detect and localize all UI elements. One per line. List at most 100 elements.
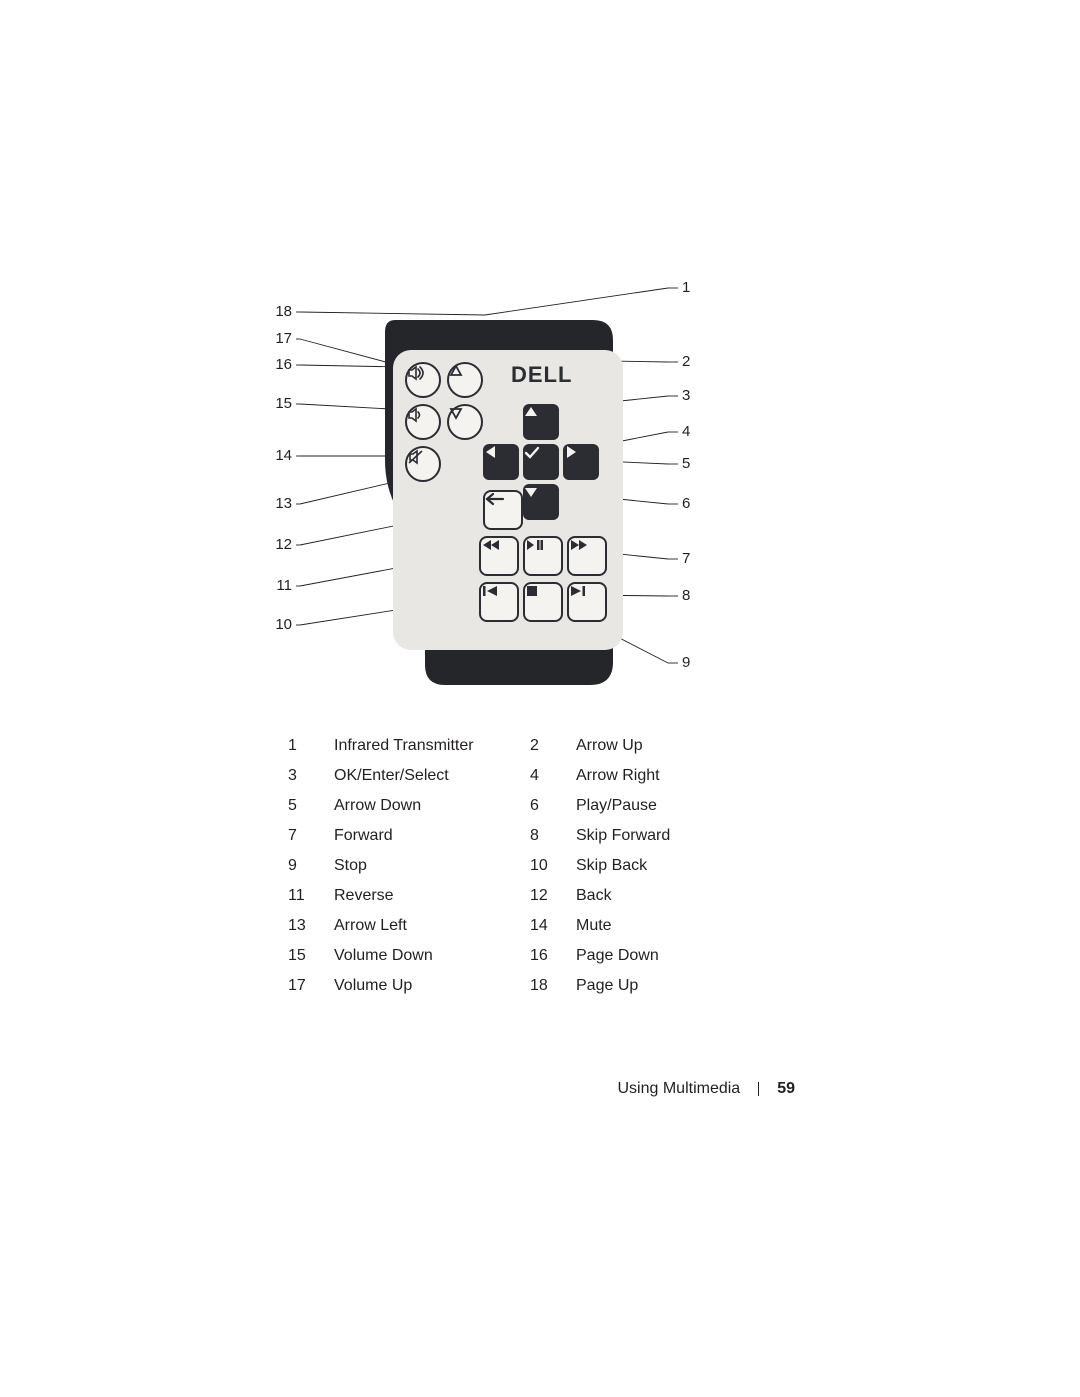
callout-number: 13 <box>262 495 292 512</box>
skip-back-button <box>479 582 519 622</box>
legend-label: Mute <box>576 918 772 934</box>
back-arrow-icon <box>485 492 505 506</box>
skip-back-icon <box>481 584 499 598</box>
legend-number: 9 <box>288 858 334 874</box>
arrow-up-icon <box>523 404 539 420</box>
legend-label: OK/Enter/Select <box>334 768 530 784</box>
legend-number: 11 <box>288 888 334 904</box>
legend-number: 7 <box>288 828 334 844</box>
volume-down-icon <box>407 406 425 424</box>
legend-number: 12 <box>530 888 576 904</box>
legend-label: Arrow Right <box>576 768 772 784</box>
footer-section-title: Using Multimedia <box>617 1080 740 1098</box>
stop-icon <box>525 584 539 598</box>
legend-number: 1 <box>288 738 334 754</box>
arrow-right-button <box>563 444 599 480</box>
callout-number: 16 <box>262 356 292 373</box>
arrow-down-icon <box>523 484 539 500</box>
legend-label: Arrow Down <box>334 798 530 814</box>
legend-row: 13Arrow Left14Mute <box>288 918 772 934</box>
callout-number: 10 <box>262 616 292 633</box>
callout-number: 9 <box>682 654 712 671</box>
legend-number: 16 <box>530 948 576 964</box>
legend-label: Skip Back <box>576 858 772 874</box>
legend-number: 13 <box>288 918 334 934</box>
manual-page: 181716151413121110123456789 DELL <box>0 0 1080 1397</box>
legend-label: Infrared Transmitter <box>334 738 530 754</box>
callout-number: 5 <box>682 455 712 472</box>
legend-label: Skip Forward <box>576 828 772 844</box>
page-up-button <box>447 362 483 398</box>
mute-button <box>405 446 441 482</box>
play-pause-button <box>523 536 563 576</box>
legend-number: 8 <box>530 828 576 844</box>
legend-number: 14 <box>530 918 576 934</box>
callout-number: 3 <box>682 387 712 404</box>
legend-number: 18 <box>530 978 576 994</box>
legend-number: 10 <box>530 858 576 874</box>
callout-number: 11 <box>262 577 292 594</box>
stop-button <box>523 582 563 622</box>
remote-face: DELL <box>393 350 623 650</box>
callout-number: 1 <box>682 279 712 296</box>
callout-number: 17 <box>262 330 292 347</box>
legend-row: 5Arrow Down6Play/Pause <box>288 798 772 814</box>
skip-forward-icon <box>569 584 587 598</box>
callout-number: 6 <box>682 495 712 512</box>
triangle-down-icon <box>449 406 463 420</box>
legend-row: 15Volume Down16Page Down <box>288 948 772 964</box>
brand-logo: DELL <box>511 362 572 388</box>
legend-table: 1Infrared Transmitter2Arrow Up 3OK/Enter/… <box>288 738 772 1008</box>
checkmark-icon <box>523 444 541 462</box>
legend-row: 17Volume Up18Page Up <box>288 978 772 994</box>
arrow-right-icon <box>563 444 579 460</box>
legend-number: 5 <box>288 798 334 814</box>
legend-label: Play/Pause <box>576 798 772 814</box>
back-button <box>483 490 523 530</box>
legend-label: Stop <box>334 858 530 874</box>
legend-number: 17 <box>288 978 334 994</box>
legend-number: 3 <box>288 768 334 784</box>
legend-label: Page Up <box>576 978 772 994</box>
mute-icon <box>407 448 425 466</box>
legend-row: 9Stop10Skip Back <box>288 858 772 874</box>
callout-number: 7 <box>682 550 712 567</box>
volume-up-icon <box>407 364 425 382</box>
callout-number: 14 <box>262 447 292 464</box>
legend-label: Arrow Up <box>576 738 772 754</box>
triangle-up-icon <box>449 364 463 378</box>
arrow-left-icon <box>483 444 499 460</box>
legend-label: Page Down <box>576 948 772 964</box>
legend-label: Forward <box>334 828 530 844</box>
legend-label: Reverse <box>334 888 530 904</box>
legend-row: 3OK/Enter/Select4Arrow Right <box>288 768 772 784</box>
arrow-down-button <box>523 484 559 520</box>
skip-forward-button <box>567 582 607 622</box>
legend-label: Volume Down <box>334 948 530 964</box>
legend-number: 4 <box>530 768 576 784</box>
arrow-left-button <box>483 444 519 480</box>
legend-number: 15 <box>288 948 334 964</box>
footer-separator <box>758 1082 759 1096</box>
play-pause-icon <box>525 538 543 552</box>
legend-number: 6 <box>530 798 576 814</box>
legend-label: Volume Up <box>334 978 530 994</box>
volume-down-button <box>405 404 441 440</box>
fast-forward-icon <box>569 538 589 552</box>
legend-row: 7Forward8Skip Forward <box>288 828 772 844</box>
callout-number: 12 <box>262 536 292 553</box>
legend-row: 11Reverse12Back <box>288 888 772 904</box>
arrow-up-button <box>523 404 559 440</box>
ok-select-button <box>523 444 559 480</box>
page-down-button <box>447 404 483 440</box>
callout-number: 18 <box>262 303 292 320</box>
remote-diagram: 181716151413121110123456789 DELL <box>260 260 820 700</box>
legend-label: Arrow Left <box>334 918 530 934</box>
callout-number: 15 <box>262 395 292 412</box>
legend-row: 1Infrared Transmitter2Arrow Up <box>288 738 772 754</box>
footer-page-number: 59 <box>777 1080 795 1098</box>
callout-number: 8 <box>682 587 712 604</box>
volume-up-button <box>405 362 441 398</box>
rewind-icon <box>481 538 501 552</box>
remote-control: DELL <box>365 310 625 690</box>
